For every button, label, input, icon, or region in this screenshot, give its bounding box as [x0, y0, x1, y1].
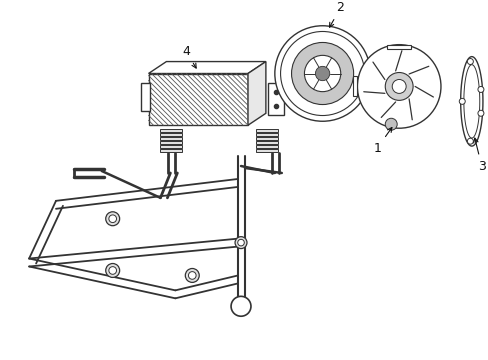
- Polygon shape: [460, 57, 482, 146]
- Text: 2: 2: [329, 1, 344, 27]
- Circle shape: [385, 72, 412, 100]
- Circle shape: [280, 31, 364, 116]
- Circle shape: [391, 80, 406, 93]
- Text: 4: 4: [182, 45, 196, 68]
- Circle shape: [237, 239, 244, 246]
- Circle shape: [105, 212, 120, 226]
- Circle shape: [467, 138, 472, 144]
- Polygon shape: [160, 145, 182, 148]
- Circle shape: [188, 271, 196, 279]
- Circle shape: [477, 86, 483, 93]
- Polygon shape: [255, 129, 277, 132]
- Polygon shape: [255, 145, 277, 148]
- Circle shape: [304, 55, 340, 92]
- Circle shape: [231, 296, 250, 316]
- Circle shape: [109, 267, 116, 274]
- Polygon shape: [148, 73, 247, 125]
- Polygon shape: [140, 84, 150, 111]
- Polygon shape: [255, 133, 277, 136]
- Polygon shape: [160, 133, 182, 136]
- Polygon shape: [160, 141, 182, 144]
- Circle shape: [235, 237, 246, 249]
- Polygon shape: [255, 149, 277, 152]
- Circle shape: [467, 59, 472, 64]
- Polygon shape: [160, 129, 182, 132]
- Polygon shape: [160, 137, 182, 140]
- Text: 1: 1: [373, 127, 391, 154]
- Circle shape: [105, 264, 120, 278]
- Polygon shape: [148, 62, 265, 73]
- Polygon shape: [160, 149, 182, 152]
- Polygon shape: [267, 84, 283, 115]
- Circle shape: [274, 26, 369, 121]
- Text: 3: 3: [473, 138, 485, 172]
- Circle shape: [357, 45, 440, 128]
- Circle shape: [315, 66, 329, 81]
- Circle shape: [477, 110, 483, 116]
- Circle shape: [385, 118, 396, 130]
- Circle shape: [185, 269, 199, 282]
- Polygon shape: [255, 137, 277, 140]
- Polygon shape: [255, 141, 277, 144]
- Circle shape: [291, 42, 353, 104]
- Polygon shape: [247, 62, 265, 125]
- Circle shape: [109, 215, 116, 222]
- Polygon shape: [353, 76, 357, 96]
- Polygon shape: [386, 45, 410, 49]
- Circle shape: [458, 98, 464, 104]
- Polygon shape: [463, 65, 479, 138]
